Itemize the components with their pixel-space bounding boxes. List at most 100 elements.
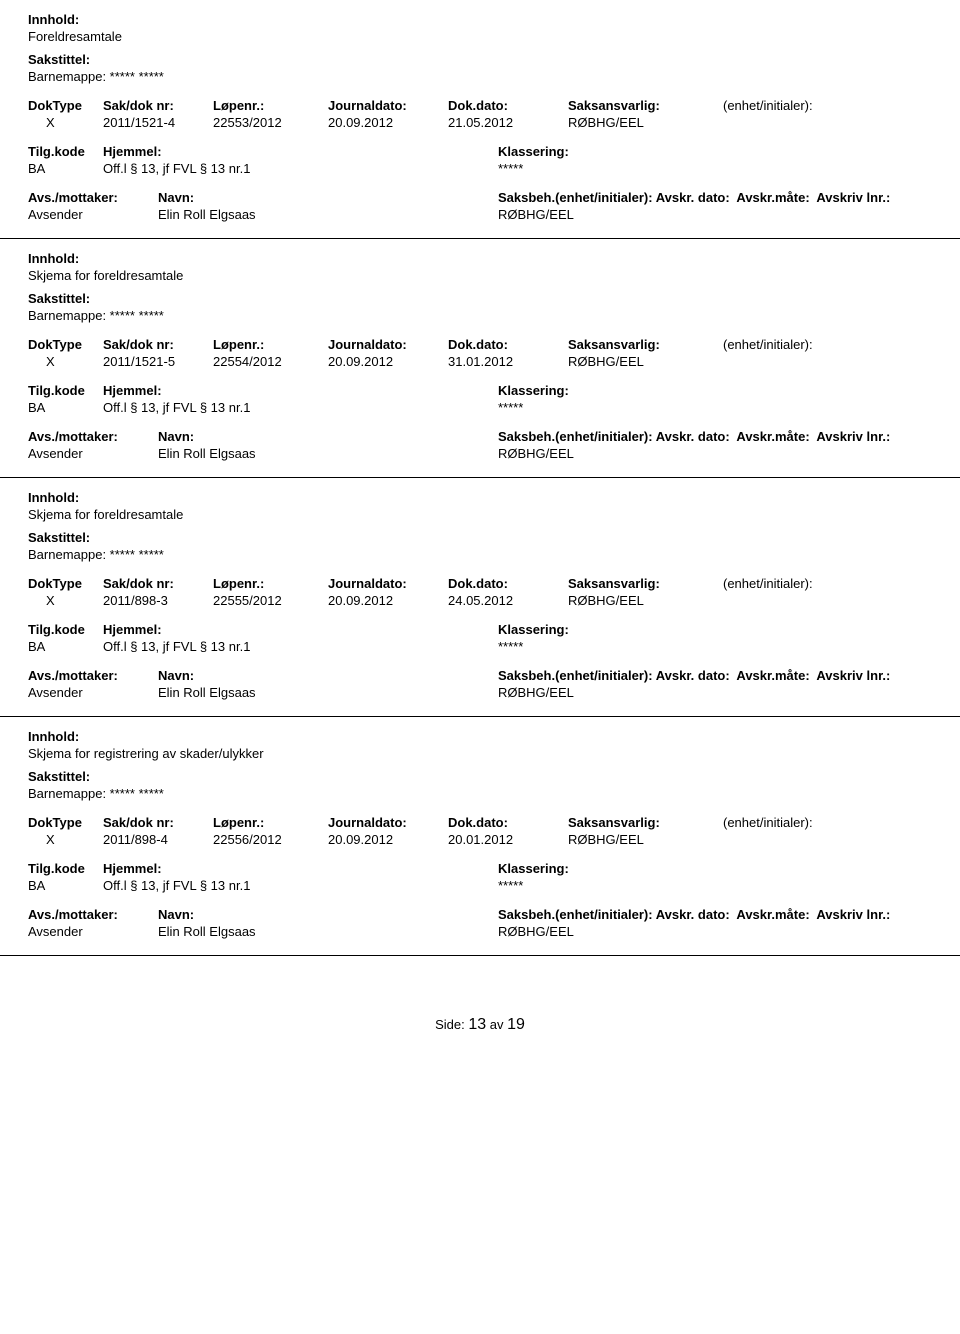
tilg-values-row: BA Off.l § 13, jf FVL § 13 nr.1 ***** [28,639,932,654]
hjemmel-value: Off.l § 13, jf FVL § 13 nr.1 [103,878,498,893]
page-total: 19 [507,1016,525,1033]
avsmottaker-header: Avs./mottaker: [28,668,158,683]
avskrivlnr-label: Avskriv lnr.: [816,190,890,205]
meta-headers-row: DokType Sak/dok nr: Løpenr.: Journaldato… [28,98,932,113]
dokdato-value: 24.05.2012 [448,593,568,608]
record: Innhold: Skjema for foreldresamtale Saks… [0,478,960,717]
saksansvarlig-value: RØBHG/EEL [568,115,723,130]
sakstittel-value: Barnemappe: ***** ***** [28,786,932,801]
meta-values-row: X 2011/898-4 22556/2012 20.09.2012 20.01… [28,832,932,847]
klassering-value: ***** [498,878,932,893]
sakstittel-label: Sakstittel: [28,530,932,545]
meta-headers-row: DokType Sak/dok nr: Løpenr.: Journaldato… [28,576,932,591]
saksansvarlig-header: Saksansvarlig: [568,576,723,591]
saksbeh-value: RØBHG/EEL [498,446,932,461]
innhold-section: Innhold: Foreldresamtale [28,12,932,44]
sakdok-value: 2011/898-4 [103,832,213,847]
footer-of: av [490,1017,504,1032]
dokdato-value: 21.05.2012 [448,115,568,130]
avs-values-row: Avsender Elin Roll Elgsaas RØBHG/EEL [28,924,932,939]
innhold-value: Skjema for foreldresamtale [28,268,932,283]
sakdok-value: 2011/898-3 [103,593,213,608]
page-current: 13 [468,1016,486,1033]
sakdok-header: Sak/dok nr: [103,576,213,591]
tilgkode-value: BA [28,400,103,415]
journaldato-value: 20.09.2012 [328,593,448,608]
journaldato-header: Journaldato: [328,337,448,352]
sakdok-value: 2011/1521-4 [103,115,213,130]
doktype-value: X [28,832,103,847]
hjemmel-header: Hjemmel: [103,144,498,159]
tilg-headers-row: Tilg.kode Hjemmel: Klassering: [28,144,932,159]
avsmottaker-value: Avsender [28,924,158,939]
avs-headers-row: Avs./mottaker: Navn: Saksbeh.(enhet/init… [28,429,932,444]
sakstittel-value: Barnemappe: ***** ***** [28,308,932,323]
sakdok-header: Sak/dok nr: [103,337,213,352]
hjemmel-value: Off.l § 13, jf FVL § 13 nr.1 [103,161,498,176]
klassering-value: ***** [498,639,932,654]
avskrivlnr-label: Avskriv lnr.: [816,668,890,683]
record: Innhold: Skjema for foreldresamtale Saks… [0,239,960,478]
saksbeh-value: RØBHG/EEL [498,207,932,222]
innhold-value: Foreldresamtale [28,29,932,44]
tilgkode-header: Tilg.kode [28,622,103,637]
innhold-value: Skjema for registrering av skader/ulykke… [28,746,932,761]
avsmottaker-value: Avsender [28,207,158,222]
tilgkode-header: Tilg.kode [28,383,103,398]
sakstittel-label: Sakstittel: [28,52,932,67]
dokdato-value: 31.01.2012 [448,354,568,369]
meta-values-row: X 2011/1521-4 22553/2012 20.09.2012 21.0… [28,115,932,130]
navn-header: Navn: [158,429,498,444]
navn-header: Navn: [158,668,498,683]
doktype-header: DokType [28,815,103,830]
sakstittel-section: Sakstittel: Barnemappe: ***** ***** [28,52,932,84]
klassering-value: ***** [498,400,932,415]
meta-values-row: X 2011/898-3 22555/2012 20.09.2012 24.05… [28,593,932,608]
avskrmate-label: Avskr.måte: [736,668,809,683]
meta-values-row: X 2011/1521-5 22554/2012 20.09.2012 31.0… [28,354,932,369]
avskrmate-label: Avskr.måte: [736,907,809,922]
innhold-section: Innhold: Skjema for registrering av skad… [28,729,932,761]
doktype-header: DokType [28,576,103,591]
avs-headers-row: Avs./mottaker: Navn: Saksbeh.(enhet/init… [28,907,932,922]
avskrivlnr-label: Avskriv lnr.: [816,907,890,922]
sakdok-value: 2011/1521-5 [103,354,213,369]
saksbeh-value: RØBHG/EEL [498,924,932,939]
avs-values-row: Avsender Elin Roll Elgsaas RØBHG/EEL [28,446,932,461]
avs-headers-row: Avs./mottaker: Navn: Saksbeh.(enhet/init… [28,190,932,205]
klassering-header: Klassering: [498,383,932,398]
lopenr-header: Løpenr.: [213,576,328,591]
saksbeh-label: Saksbeh.(enhet/initialer): [498,429,653,444]
tilgkode-header: Tilg.kode [28,144,103,159]
sakstittel-value: Barnemappe: ***** ***** [28,69,932,84]
saksbeh-header: Saksbeh.(enhet/initialer): Avskr. dato: … [498,907,932,922]
sakstittel-section: Sakstittel: Barnemappe: ***** ***** [28,530,932,562]
sakstittel-section: Sakstittel: Barnemappe: ***** ***** [28,291,932,323]
saksbeh-header: Saksbeh.(enhet/initialer): Avskr. dato: … [498,190,932,205]
dokdato-header: Dok.dato: [448,576,568,591]
saksansvarlig-header: Saksansvarlig: [568,815,723,830]
navn-value: Elin Roll Elgsaas [158,924,498,939]
avskrdato-label: Avskr. dato: [656,668,730,683]
hjemmel-value: Off.l § 13, jf FVL § 13 nr.1 [103,639,498,654]
saksbeh-label: Saksbeh.(enhet/initialer): [498,668,653,683]
journaldato-value: 20.09.2012 [328,832,448,847]
tilg-headers-row: Tilg.kode Hjemmel: Klassering: [28,622,932,637]
hjemmel-header: Hjemmel: [103,622,498,637]
doktype-header: DokType [28,337,103,352]
dokdato-header: Dok.dato: [448,337,568,352]
hjemmel-header: Hjemmel: [103,383,498,398]
klassering-header: Klassering: [498,622,932,637]
saksbeh-label: Saksbeh.(enhet/initialer): [498,907,653,922]
navn-value: Elin Roll Elgsaas [158,685,498,700]
dokdato-header: Dok.dato: [448,815,568,830]
navn-header: Navn: [158,907,498,922]
lopenr-header: Løpenr.: [213,337,328,352]
tilgkode-header: Tilg.kode [28,861,103,876]
sakstittel-label: Sakstittel: [28,769,932,784]
tilg-values-row: BA Off.l § 13, jf FVL § 13 nr.1 ***** [28,878,932,893]
saksansvarlig-value: RØBHG/EEL [568,354,723,369]
record: Innhold: Foreldresamtale Sakstittel: Bar… [0,0,960,239]
avsmottaker-header: Avs./mottaker: [28,190,158,205]
tilg-values-row: BA Off.l § 13, jf FVL § 13 nr.1 ***** [28,161,932,176]
